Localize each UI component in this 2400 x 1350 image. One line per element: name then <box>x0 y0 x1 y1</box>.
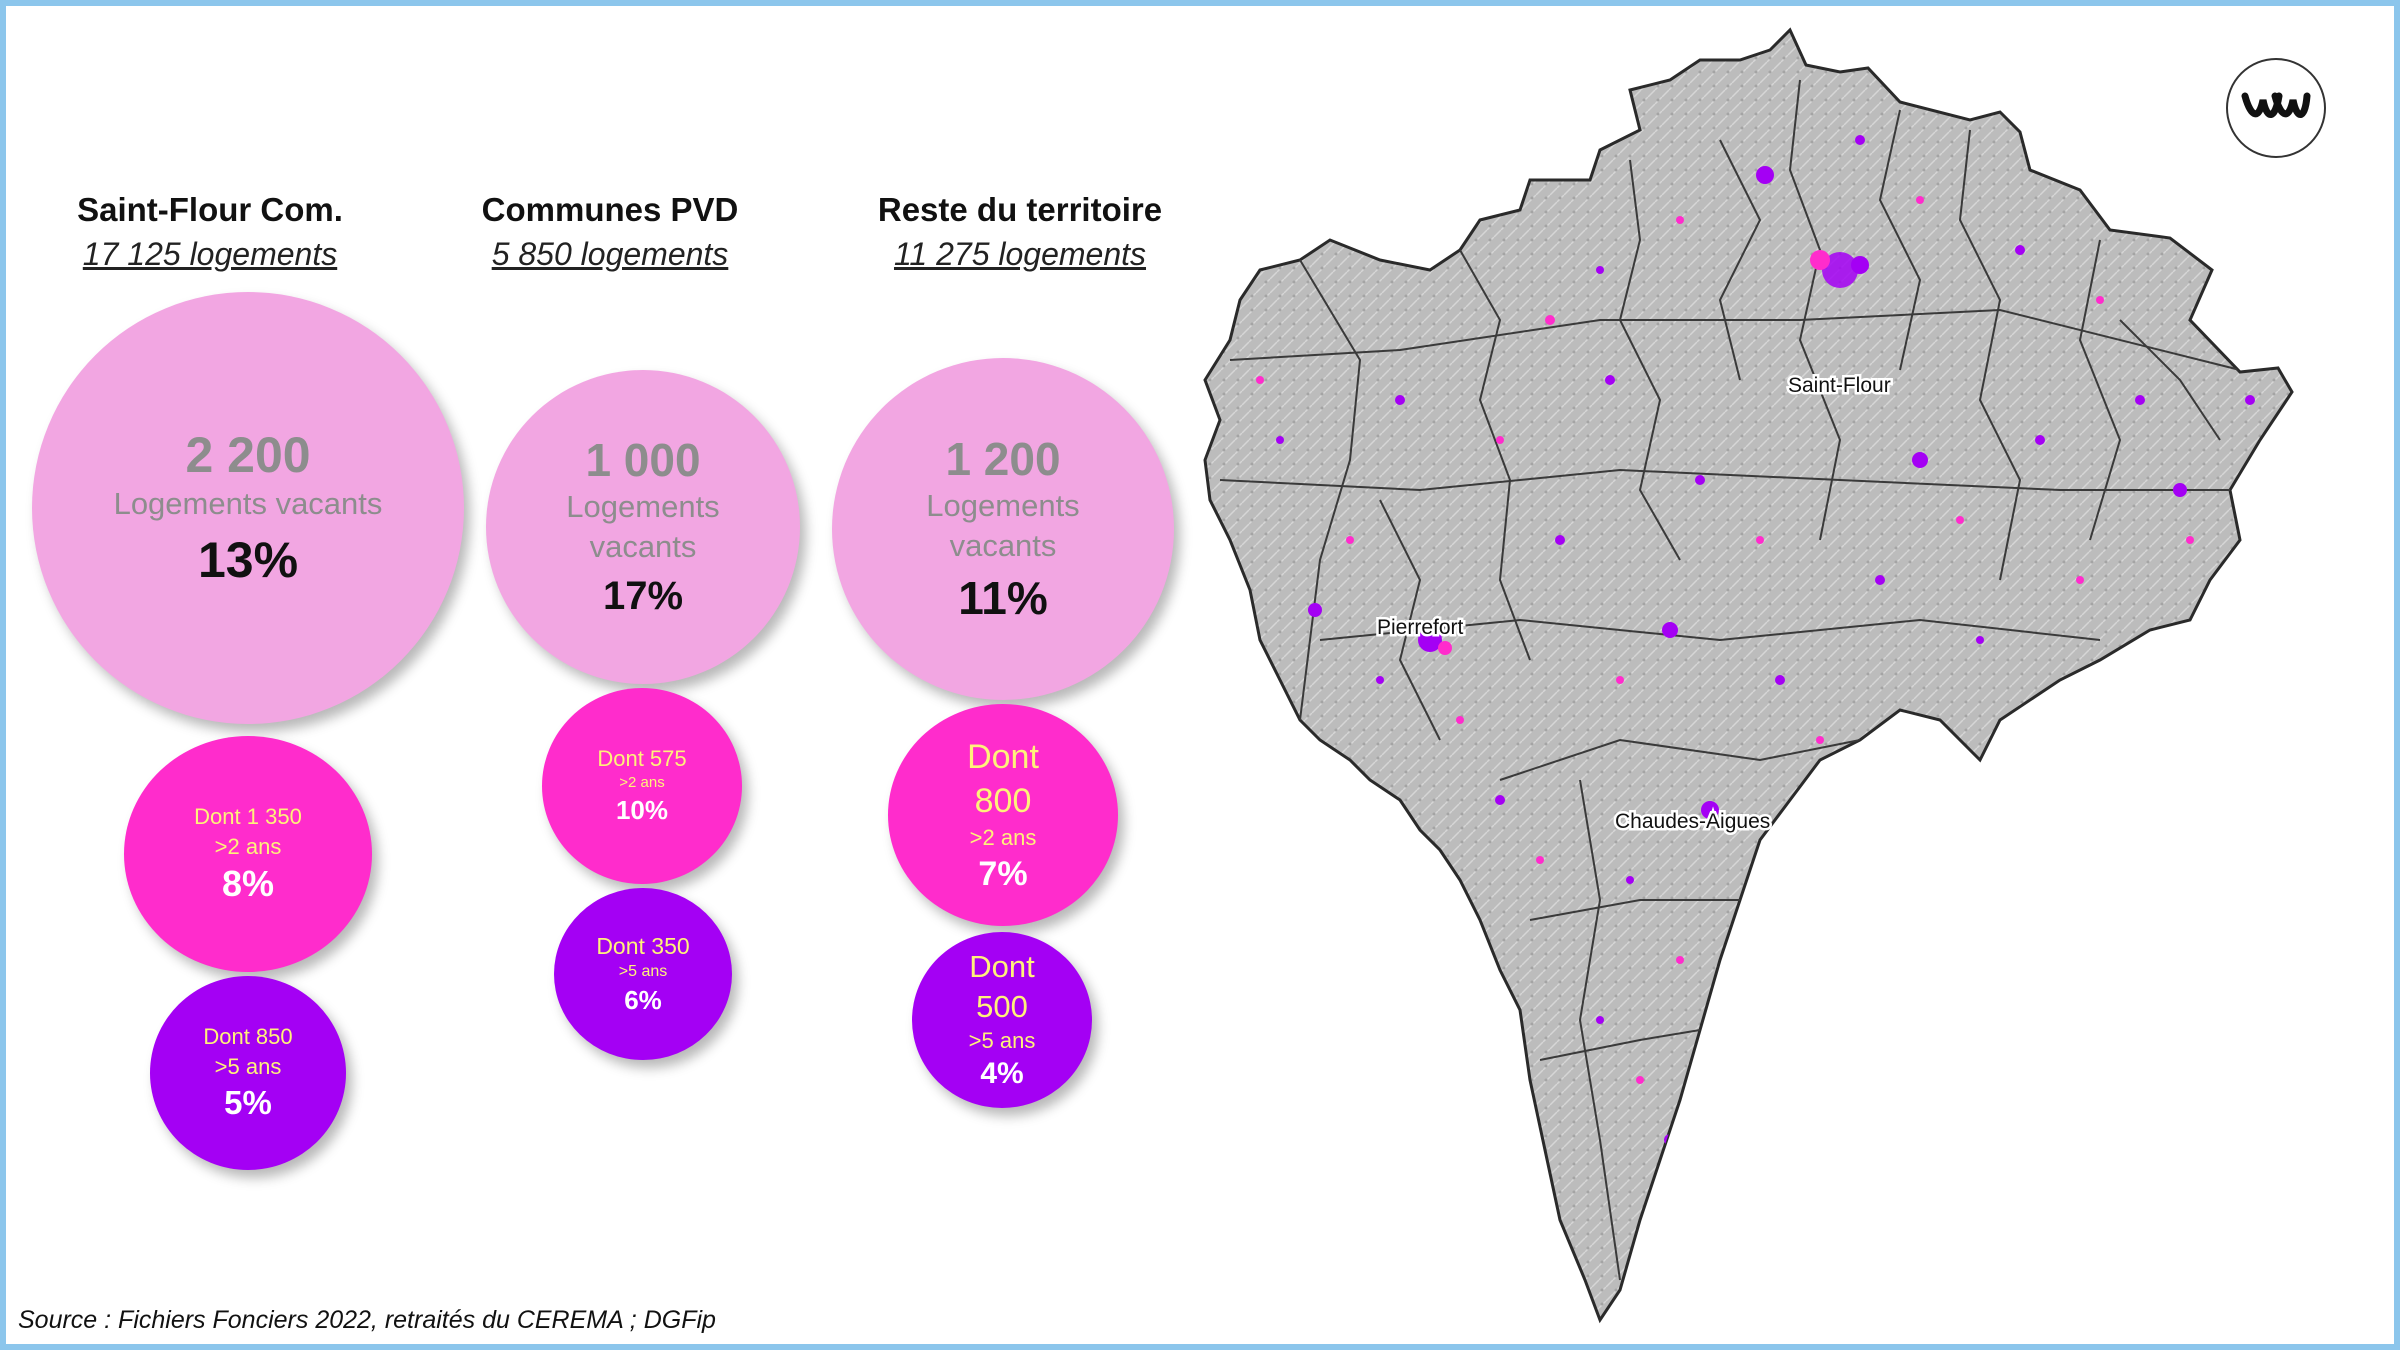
vacant-label-line2: vacants <box>589 529 697 564</box>
territory-map: Saint-Flour Pierrefort Chaudes-Aigues <box>1203 28 2294 1322</box>
vacant-label-line1: Logements <box>566 489 720 524</box>
over5-count: Dont 850 <box>203 1024 293 1049</box>
vacant-percent: 13% <box>197 532 299 588</box>
bubble-vacants-saint-flour: 2 200 Logements vacants 13% <box>32 292 464 724</box>
group-subtitle-reste-territoire: 11 275 logements <box>893 236 1147 272</box>
commune-borders <box>1219 79 2241 1281</box>
over5-percent: 4% <box>980 1057 1024 1090</box>
group-subtitle-saint-flour: 17 125 logements <box>82 236 338 272</box>
bubble-over5-communes-pvd: Dont 350 >5 ans 6% <box>554 888 732 1060</box>
over2-label: >2 ans <box>619 774 665 791</box>
vacant-count: 1 000 <box>585 434 701 486</box>
wave-logo-glyph <box>2241 92 2311 118</box>
over2-percent: 8% <box>221 863 275 904</box>
vacant-percent: 11% <box>958 572 1048 624</box>
group-title-reste-territoire: Reste du territoire <box>877 191 1163 228</box>
bubble-over5-saint-flour: Dont 850 >5 ans 5% <box>150 976 346 1170</box>
over5-count: Dont 350 <box>596 933 690 959</box>
city-label-pierrefort: Pierrefort <box>1377 616 1464 639</box>
map-fill <box>1203 28 2294 1322</box>
over2-count: 800 <box>974 782 1032 820</box>
bubble-vacants-communes-pvd: 1 000 Logements vacants 17% <box>486 370 800 684</box>
city-label-chaudes-aigues: Chaudes-Aigues <box>1615 810 1770 833</box>
over5-count: 500 <box>976 989 1028 1024</box>
vacant-label: Logements vacants <box>113 486 383 521</box>
over5-percent: 5% <box>224 1084 272 1121</box>
over2-percent: 10% <box>615 795 669 825</box>
over5-label: >5 ans <box>618 963 668 980</box>
bubble-over2-communes-pvd: Dont 575 >2 ans 10% <box>542 688 742 884</box>
bubble-over2-saint-flour: Dont 1 350 >2 ans 8% <box>124 736 372 972</box>
vacant-count: 2 200 <box>185 427 311 483</box>
vacant-percent: 17% <box>602 574 684 618</box>
over2-percent: 7% <box>978 855 1028 893</box>
over2-label: >2 ans <box>969 825 1037 850</box>
wave-logo-icon <box>2226 58 2326 158</box>
over2-label: >2 ans <box>214 834 282 859</box>
over5-percent: 6% <box>624 985 662 1015</box>
city-labels: Saint-Flour Pierrefort Chaudes-Aigues <box>1375 372 1894 836</box>
bubble-over2-reste-territoire: Dont 800 >2 ans 7% <box>888 704 1118 926</box>
vacant-count: 1 200 <box>945 433 1061 485</box>
vacant-label-line2: vacants <box>949 528 1057 563</box>
over5-count-label: Dont <box>969 949 1035 984</box>
bubble-vacants-reste-territoire: 1 200 Logements vacants 11% <box>832 358 1174 700</box>
over5-label: >5 ans <box>214 1054 282 1079</box>
over2-count: Dont 1 350 <box>194 804 302 829</box>
over2-count: Dont 575 <box>597 746 687 771</box>
city-label-saint-flour: Saint-Flour <box>1788 374 1891 397</box>
over2-count-label: Dont <box>967 738 1039 776</box>
group-subtitle-communes-pvd: 5 850 logements <box>491 236 729 272</box>
over5-label: >5 ans <box>968 1028 1036 1053</box>
group-title-saint-flour: Saint-Flour Com. <box>77 191 343 228</box>
source-note: Source : Fichiers Fonciers 2022, retrait… <box>18 1306 716 1334</box>
bubble-over5-reste-territoire: Dont 500 >5 ans 4% <box>912 932 1092 1108</box>
vacant-label-line1: Logements <box>926 488 1080 523</box>
group-title-communes-pvd: Communes PVD <box>481 191 739 228</box>
